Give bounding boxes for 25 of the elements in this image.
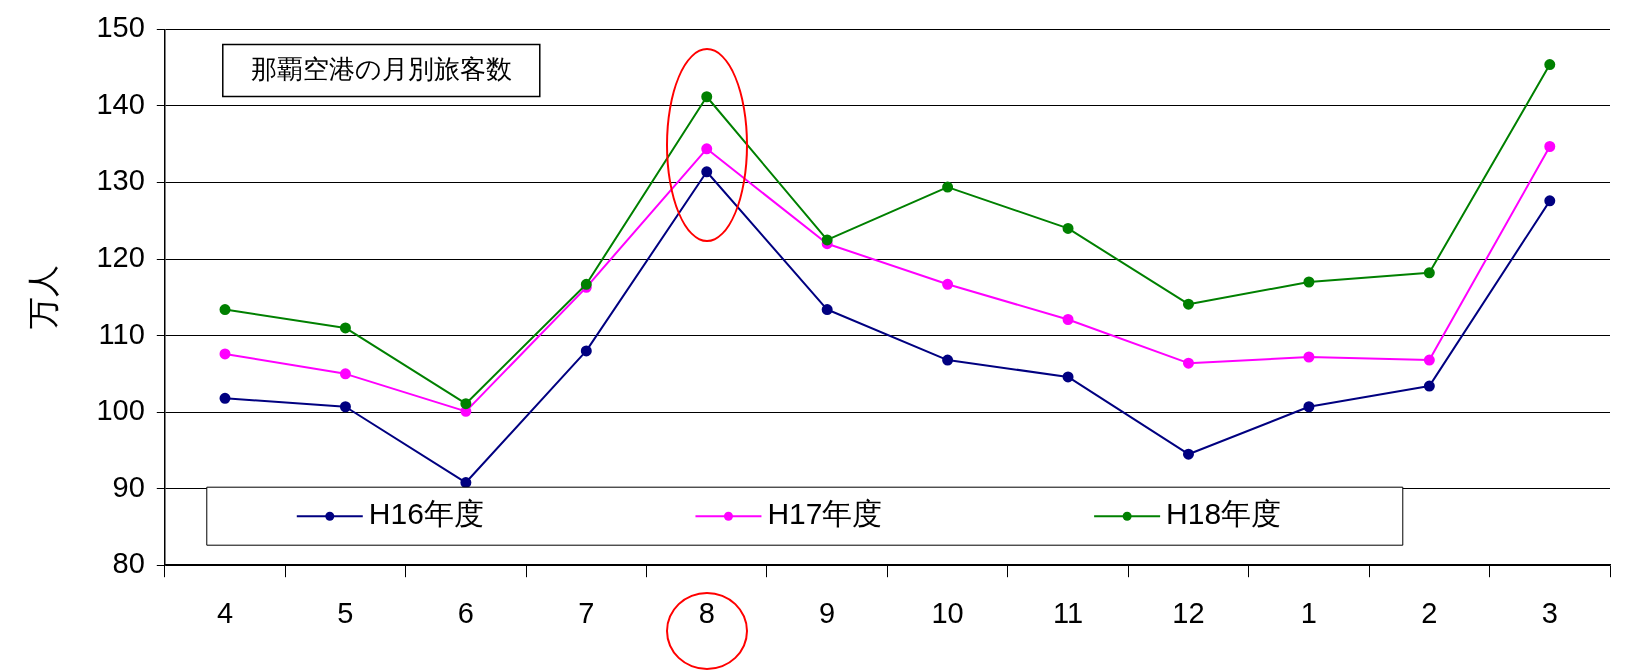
x-tick-label: 12 (1172, 596, 1205, 629)
y-tick-label: 120 (96, 241, 145, 274)
text: 那覇空港の月別旅客数 (250, 53, 512, 84)
x-tick-label: 10 (931, 596, 964, 629)
y-tick-label: 80 (112, 547, 145, 580)
x-tick-label: 6 (457, 596, 474, 629)
x-tick-label: 1 (1300, 596, 1317, 629)
y-tick-label: 110 (98, 317, 145, 350)
x-tick-label: 3 (1541, 596, 1558, 629)
x-tick-label: 11 (1052, 596, 1084, 629)
y-tick-label: 130 (96, 164, 145, 197)
x-tick-label: 8 (698, 596, 715, 629)
x-tick-label: 4 (216, 596, 234, 629)
y-tick-label: 100 (96, 394, 145, 427)
legend-label: H16年度 (368, 497, 484, 531)
y-tick-label: 140 (96, 87, 145, 120)
x-tick-label: 5 (337, 596, 354, 629)
y-axis-title: 万人 (25, 265, 62, 330)
legend-label: H17年度 (767, 497, 883, 531)
legend-label: H18年度 (1166, 497, 1282, 531)
x-tick-label: 7 (578, 596, 595, 629)
x-tick-label: 2 (1421, 596, 1438, 629)
x-tick-label: 9 (819, 596, 836, 629)
y-tick-label: 150 (96, 11, 145, 44)
y-tick-label: 90 (112, 470, 145, 503)
